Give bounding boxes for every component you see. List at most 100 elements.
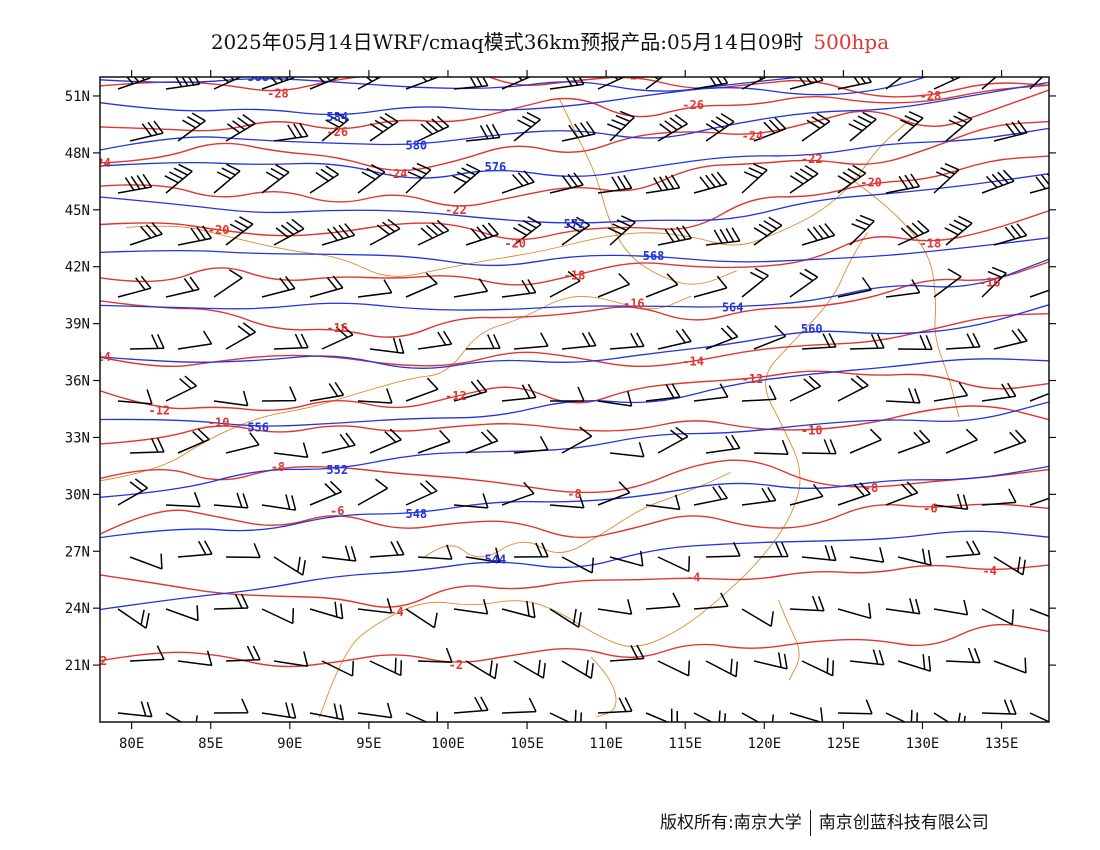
height-contours [100,77,1049,611]
wind-barb [885,279,921,298]
wind-barb [789,483,824,506]
height-contour-label: 564 [722,300,744,314]
wind-barb [837,699,873,715]
wind-barb [789,707,824,722]
wind-barb [321,432,356,454]
wind-barb [465,660,498,680]
wind-barb [405,272,438,298]
wind-barb [885,173,921,194]
wind-barb [561,331,597,350]
wind-barb [944,215,973,246]
wind-barb [597,77,626,90]
wind-barb [561,556,595,574]
wind-barb [453,493,489,509]
wind-barb [933,77,963,90]
wind-barb [261,702,297,719]
wind-barb [405,77,439,90]
wind-barb [705,227,741,246]
wind-barb [369,337,405,355]
wind-barb [465,123,501,142]
wind-barb [657,114,688,142]
wind-barb [501,77,532,90]
height-contour-label: 556 [247,420,269,434]
wind-barb [981,608,1015,626]
temperature-contour-label: -16 [979,275,1001,289]
boundary-line [126,118,912,277]
wind-barb [693,592,729,610]
wind-barb [465,222,499,246]
wind-barb [417,115,450,142]
height-contour-label: 552 [326,463,348,477]
temperature-contour-line [100,405,1049,445]
temperature-contour-label: -20 [860,176,882,190]
temperature-contour-line [100,503,1049,539]
wind-barb [164,163,193,194]
wind-barb [213,163,241,194]
wind-barb [513,659,546,679]
wind-barb [657,225,692,246]
wind-barb [357,388,393,404]
wind-barb [993,223,1028,246]
x-tick-label: 120E [747,736,781,752]
wind-barb [129,120,164,142]
wind-barb [693,171,728,194]
height-contour-label: 548 [405,507,427,521]
wind-barb [597,599,633,615]
wind-barb [657,556,691,573]
temperature-contour-label: -6 [923,501,937,515]
wind-barb [837,277,872,298]
wind-barb [501,279,537,298]
temperature-contour-label: -14 [682,355,704,369]
wind-barb [129,334,165,350]
wind-barb [225,322,256,350]
wind-barb [981,77,998,90]
wind-barb [607,110,635,142]
wind-barb [357,702,393,719]
wind-barb [753,542,789,558]
wind-barb [369,428,402,454]
wind-barb [117,275,152,298]
wind-barb [597,481,631,506]
wind-barb [789,164,819,194]
y-tick-label: 45N [65,203,90,219]
x-tick-label: 105E [510,736,544,752]
wind-barb [165,492,201,508]
title-main: 2025年05月14日WRF/cmaq模式36km预报产品:05月14日09时 [210,30,804,54]
wind-barb [261,494,297,511]
wind-barb [741,267,769,298]
boundary-line [850,178,960,418]
height-contour-label: 588 [247,70,269,84]
height-contour-label: 544 [485,552,507,566]
wind-barb [993,120,1028,142]
height-contour-label: 560 [801,322,823,336]
wind-barb [417,647,453,663]
wind-barb [645,273,679,298]
wind-barb [837,603,872,620]
temperature-contour-label: -2 [93,654,107,668]
x-tick-label: 95E [356,736,381,752]
wind-barb [357,279,393,298]
wind-barb [261,276,296,298]
temperature-contour-label: -28 [623,69,645,83]
height-contour-line [100,530,1049,611]
wind-barb [465,547,501,564]
wind-barb [885,387,921,404]
contour-labels: 588 584 580 576 572 568 564 560 556 552 548 544 -28 -… [89,69,1001,672]
wind-barb [609,441,645,458]
wind-barb [933,268,962,298]
temperature-contour-label: -24 [89,156,111,170]
wind-barb [993,657,1027,674]
temperature-contour-label: -8 [567,487,581,501]
wind-barb [453,278,489,298]
height-contour-line [100,358,1049,427]
wind-barb [897,111,924,142]
wind-barb [561,660,594,679]
wind-barb [609,332,645,350]
wind-barb [981,699,1017,715]
wind-barb [501,600,536,619]
wind-barb [597,174,633,194]
temperature-contour-label: -4 [389,605,403,619]
temperature-contour-label: -16 [623,297,645,311]
temperature-contour-label: -10 [208,415,230,429]
wind-barb [885,481,919,506]
